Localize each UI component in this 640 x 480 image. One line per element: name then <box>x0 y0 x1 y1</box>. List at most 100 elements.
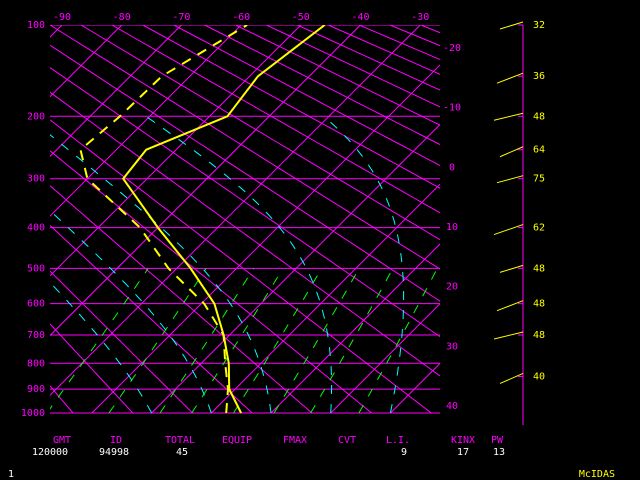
temp-label-top: -60 <box>232 12 250 23</box>
pressure-label: 600 <box>27 299 45 310</box>
footer-label: TOTAL <box>165 435 195 446</box>
footer-value: 45 <box>176 447 188 458</box>
footer-label: L.I. <box>386 435 410 446</box>
temp-label-top: -30 <box>411 12 429 23</box>
dry-adiabat <box>50 66 440 338</box>
isotherm <box>50 25 361 337</box>
dry-adiabat <box>111 25 440 214</box>
dry-adiabat <box>50 385 74 414</box>
wind-barb <box>499 146 524 158</box>
dry-adiabat <box>50 270 193 414</box>
dry-adiabat <box>50 25 440 270</box>
footer-value: 94998 <box>99 447 129 458</box>
isotherm <box>270 243 440 414</box>
temperature-line <box>121 25 326 414</box>
footer-label: KINX <box>451 435 475 446</box>
wind-speed: 40 <box>533 371 545 382</box>
dry-adiabat <box>266 25 440 108</box>
temp-label-top: -70 <box>172 12 190 23</box>
dewpoint-line <box>79 25 248 414</box>
isotherm <box>151 123 440 414</box>
wind-speed: 62 <box>533 223 545 234</box>
dry-adiabat <box>142 25 440 189</box>
isotherm <box>50 25 242 217</box>
frame-number: 1 <box>8 469 14 480</box>
dry-adiabat <box>173 25 440 167</box>
wind-barb <box>496 300 524 312</box>
wind-barb <box>493 112 524 121</box>
isotherm <box>0 25 2 413</box>
wind-speed: 48 <box>533 263 545 274</box>
pressure-label: 300 <box>27 174 45 185</box>
isotherm <box>330 302 440 414</box>
wind-barb <box>493 224 524 236</box>
mixing-ratio <box>191 268 284 414</box>
mixing-ratio <box>159 268 255 414</box>
temp-label-right: -20 <box>443 43 461 54</box>
footer-value: 9 <box>401 447 407 458</box>
isotherm <box>50 25 123 98</box>
wind-barb <box>493 331 524 340</box>
footer-label: CVT <box>338 435 356 446</box>
mixing-ratio <box>310 268 394 414</box>
temp-label-right: 10 <box>446 222 458 233</box>
dry-adiabat <box>0 25 13 413</box>
temp-label-top: -50 <box>292 12 310 23</box>
wind-speed: 48 <box>533 299 545 310</box>
wind-barb <box>499 21 524 30</box>
pressure-label: 800 <box>27 358 45 369</box>
dry-adiabat <box>50 185 313 414</box>
pressure-label: 500 <box>27 263 45 274</box>
pressure-label: 200 <box>27 111 45 122</box>
isotherm <box>91 64 440 414</box>
temp-label-right: 20 <box>446 282 458 293</box>
footer-label: FMAX <box>283 435 307 446</box>
temp-label-right: 30 <box>446 341 458 352</box>
isotherm <box>50 25 63 38</box>
dry-adiabat <box>50 91 440 377</box>
temp-label-right: 0 <box>449 162 455 173</box>
footer-value: 17 <box>457 447 469 458</box>
wind-speed: 36 <box>533 71 545 82</box>
dry-adiabat <box>327 25 440 75</box>
wind-speed: 75 <box>533 174 545 185</box>
dry-adiabat <box>50 323 134 414</box>
isotherm <box>50 25 302 277</box>
temp-label-top: -80 <box>113 12 131 23</box>
moist-adiabat <box>50 134 272 414</box>
isotherm <box>390 362 440 414</box>
brand: McIDAS <box>579 469 615 480</box>
dry-adiabat <box>235 25 440 126</box>
pressure-label: 900 <box>27 384 45 395</box>
dry-adiabat <box>452 25 640 413</box>
temp-label-top: -40 <box>351 12 369 23</box>
footer-label: ID <box>110 435 122 446</box>
moist-adiabat <box>50 281 153 414</box>
dry-adiabat <box>80 25 440 241</box>
mixing-ratio <box>358 268 438 414</box>
pressure-label: 700 <box>27 330 45 341</box>
dry-adiabat <box>50 119 432 414</box>
footer-label: GMT <box>53 435 71 446</box>
dry-adiabat <box>50 44 440 302</box>
wind-barb <box>499 264 524 273</box>
wind-speed: 32 <box>533 20 545 31</box>
pressure-label: 400 <box>27 223 45 234</box>
diagram-grid <box>0 25 640 414</box>
isotherm <box>450 25 640 413</box>
wind-barb <box>496 72 524 84</box>
wind-barb <box>496 175 524 184</box>
mixing-ratio <box>108 268 207 414</box>
mixing-ratio <box>50 268 149 410</box>
dry-adiabat <box>50 150 372 414</box>
temp-label-top: -90 <box>53 12 71 23</box>
wind-speed: 64 <box>533 145 545 156</box>
isotherm <box>50 25 182 158</box>
pressure-label: 1000 <box>21 408 45 419</box>
temp-label-right: 40 <box>446 401 458 412</box>
dry-adiabat <box>297 25 440 91</box>
mixing-ratio <box>233 268 323 414</box>
footer-value: 13 <box>493 447 505 458</box>
dry-adiabat <box>389 25 440 47</box>
